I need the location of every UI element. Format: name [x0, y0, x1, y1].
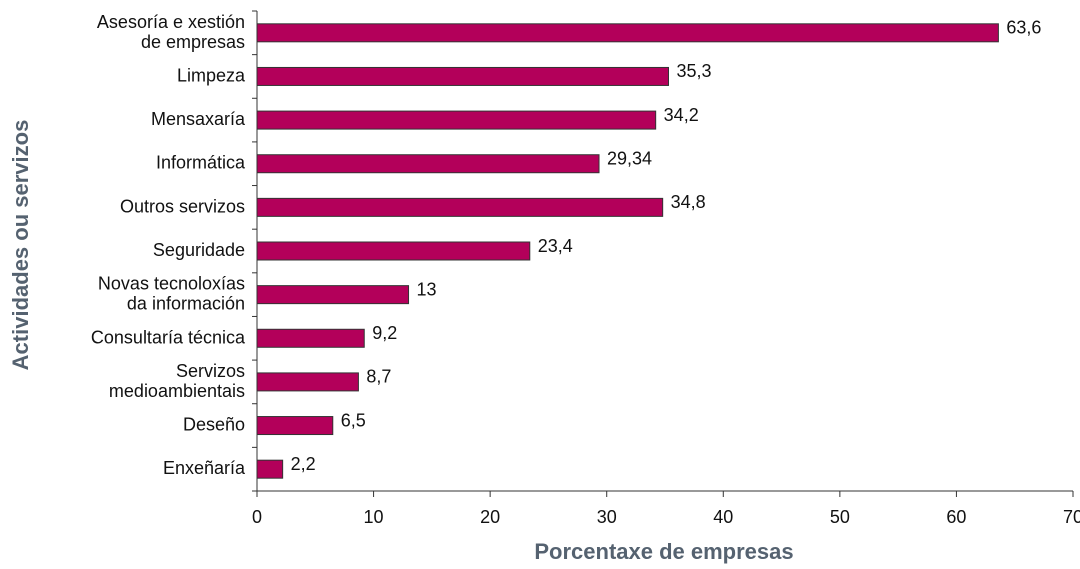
- bar: [256, 241, 531, 261]
- bar: [256, 23, 999, 43]
- y-tick-label: Outros servizos: [120, 196, 245, 216]
- y-tick-label: Informática: [156, 152, 246, 172]
- x-tick-label: 30: [597, 507, 617, 527]
- y-tick-label: Deseño: [183, 414, 245, 434]
- x-tick-label: 20: [480, 507, 500, 527]
- x-tick-label: 70: [1063, 507, 1080, 527]
- data-label: 29,34: [607, 148, 652, 168]
- bar: [256, 66, 669, 86]
- y-tick-label: Enxeñaría: [163, 458, 246, 478]
- y-axis-title: Actividades ou servizos: [8, 120, 33, 371]
- bar: [256, 328, 365, 348]
- bar: [256, 110, 657, 130]
- data-label: 35,3: [676, 61, 711, 81]
- data-label: 34,8: [671, 192, 706, 212]
- data-label: 8,7: [366, 367, 391, 387]
- x-tick-label: 40: [713, 507, 733, 527]
- data-label: 9,2: [372, 323, 397, 343]
- bar: [256, 197, 664, 217]
- y-tick-label: Seguridade: [153, 240, 245, 260]
- y-tick-label: Mensaxaría: [151, 109, 246, 129]
- data-label: 13: [417, 279, 437, 299]
- data-label: 34,2: [664, 105, 699, 125]
- x-tick-label: 0: [252, 507, 262, 527]
- bar: [256, 372, 359, 392]
- x-tick-label: 60: [946, 507, 966, 527]
- bar: [256, 416, 334, 436]
- y-tick-label: Asesoría e xestión de empresas: [97, 12, 245, 52]
- x-tick-label: 10: [364, 507, 384, 527]
- y-tick-label: Novas tecnoloxías da información: [98, 273, 245, 313]
- x-axis-title: Porcentaxe de empresas: [534, 539, 793, 564]
- data-label: 6,5: [341, 410, 366, 430]
- y-tick-label: Servizos medioambientais: [109, 361, 245, 401]
- y-tick-label: Consultaría técnica: [91, 327, 246, 347]
- bar: [256, 459, 284, 479]
- x-tick-label: 50: [830, 507, 850, 527]
- bar: [256, 154, 600, 174]
- bar: [256, 285, 410, 305]
- data-label: 2,2: [291, 454, 316, 474]
- data-label: 23,4: [538, 236, 573, 256]
- data-label: 63,6: [1006, 18, 1041, 38]
- y-tick-label: Limpeza: [177, 65, 246, 85]
